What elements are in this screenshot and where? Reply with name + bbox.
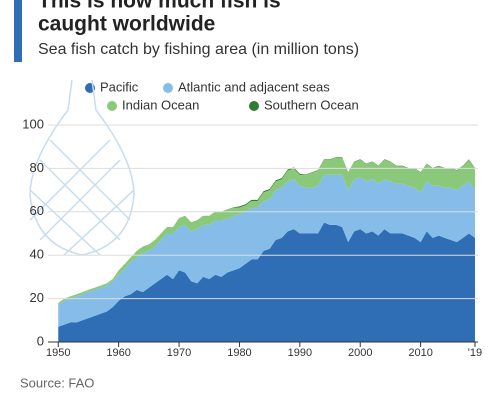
title-bar xyxy=(14,0,22,62)
chart-title: This is how much fish is xyxy=(38,0,281,13)
area xyxy=(58,174,475,327)
x-tick-label: 1970 xyxy=(167,347,191,359)
legend-swatch xyxy=(107,101,117,111)
legend-label: Atlantic and adjacent seas xyxy=(178,79,330,94)
chart-subtitle: Sea fish catch by fishing area (in milli… xyxy=(38,41,359,58)
legend-swatch xyxy=(249,101,259,111)
x-tick-label: 1950 xyxy=(46,347,70,359)
area xyxy=(58,157,475,306)
x-tick-label: 1990 xyxy=(288,347,312,359)
net-icon xyxy=(29,79,135,256)
y-tick-label: 40 xyxy=(30,247,44,262)
source: Source: FAO xyxy=(20,375,94,390)
x-tick-label: 2000 xyxy=(348,347,372,359)
legend-label: Indian Ocean xyxy=(122,97,199,112)
legend: Pacific Atlantic and adjacent seas Indian … xyxy=(85,79,359,112)
legend-swatch xyxy=(163,83,173,93)
y-tick-label: 100 xyxy=(22,116,44,131)
legend-label: Pacific xyxy=(100,79,139,94)
x-tick-label: '19 xyxy=(468,347,482,359)
y-tick-label: 80 xyxy=(30,160,44,175)
area xyxy=(58,222,475,342)
x-tick-label: 1980 xyxy=(227,347,251,359)
chart-title: caught worldwide xyxy=(38,13,215,36)
y-tick-label: 60 xyxy=(30,203,44,218)
x-tick-label: 1960 xyxy=(106,347,130,359)
legend-label: Southern Ocean xyxy=(264,97,359,112)
x-tick-label: 2010 xyxy=(408,347,432,359)
y-tick-label: 0 xyxy=(37,333,44,348)
y-tick-label: 20 xyxy=(30,290,44,305)
